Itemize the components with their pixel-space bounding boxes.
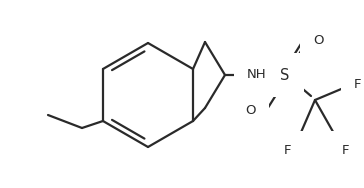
Text: NH: NH: [247, 68, 266, 82]
Text: O: O: [313, 33, 324, 46]
Text: F: F: [342, 144, 349, 157]
Text: S: S: [280, 67, 290, 83]
Text: O: O: [245, 104, 256, 117]
Text: F: F: [284, 144, 291, 157]
Text: F: F: [354, 79, 361, 92]
